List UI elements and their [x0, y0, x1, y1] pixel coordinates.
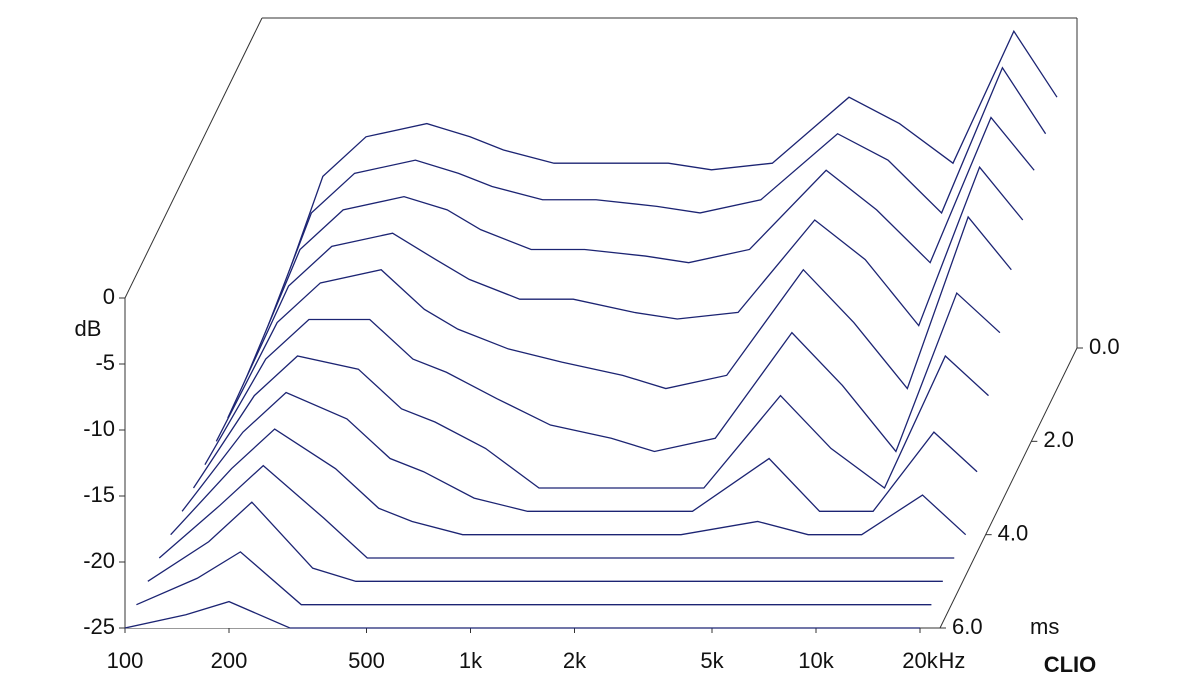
slice-fill	[182, 392, 978, 512]
x-tick-label: 2k	[563, 648, 587, 673]
slice-fill	[170, 429, 966, 535]
slice	[192, 354, 989, 489]
slice	[215, 215, 1012, 442]
z-axis-label: ms	[1030, 614, 1059, 639]
y-tick-label: -10	[83, 416, 115, 441]
y-tick-label: -20	[83, 548, 115, 573]
slice	[136, 551, 932, 606]
z-tick-label: 4.0	[998, 520, 1029, 545]
y-tick-label: -25	[83, 614, 115, 639]
slice	[227, 165, 1024, 419]
slice	[238, 116, 1035, 395]
slice	[170, 428, 967, 536]
slice-fill	[136, 551, 932, 605]
z-tick-label: 2.0	[1043, 427, 1074, 452]
x-tick-label: 20k	[902, 648, 938, 673]
x-tick-label: 200	[211, 648, 248, 673]
slice	[124, 600, 920, 629]
slice	[181, 391, 978, 512]
x-tick-label: 5k	[700, 648, 724, 673]
y-axis-label: dB	[75, 316, 102, 341]
slice	[158, 464, 955, 559]
slice-fill	[125, 601, 920, 628]
slice	[204, 291, 1001, 465]
slice	[147, 501, 943, 582]
x-tick-label: 1k	[459, 648, 483, 673]
slice-fill	[193, 356, 989, 488]
x-tick-label: 500	[348, 648, 385, 673]
frame-line	[124, 17, 263, 299]
y-tick-label: -5	[95, 350, 115, 375]
x-axis-label: Hz	[939, 648, 966, 673]
frame-line	[939, 347, 1078, 629]
z-tick-label: 6.0	[952, 614, 983, 639]
slice	[249, 66, 1047, 372]
x-tick-label: 100	[107, 648, 144, 673]
brand: CLIO	[1044, 652, 1097, 677]
slice	[261, 29, 1058, 349]
y-tick-label: 0	[103, 284, 115, 309]
y-tick-label: -15	[83, 482, 115, 507]
x-tick-label: 10k	[798, 648, 834, 673]
z-tick-label: 0.0	[1089, 334, 1120, 359]
